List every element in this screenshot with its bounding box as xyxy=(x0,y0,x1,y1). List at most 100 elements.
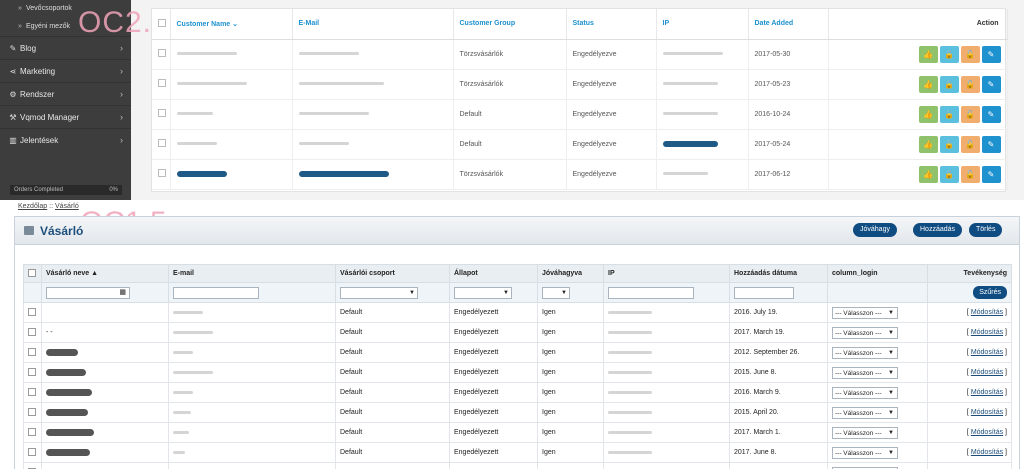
row-checkbox[interactable] xyxy=(28,327,36,336)
sidebar-subitem[interactable]: » Vevőcsoportok xyxy=(0,0,131,18)
login-store-select[interactable]: --- Válasszon ---▼ xyxy=(832,366,898,379)
edit-icon[interactable]: ✎ xyxy=(981,45,1001,63)
redacted-ip xyxy=(603,362,730,383)
approve-icon[interactable]: 👍 xyxy=(918,135,938,153)
unlock-icon[interactable]: 🔓 xyxy=(960,165,980,183)
login-store-select[interactable]: --- Válasszon ---▼ xyxy=(832,426,898,439)
row-checkbox[interactable] xyxy=(158,49,166,57)
lock-icon[interactable]: 🔒 xyxy=(939,45,959,63)
sidebar-item[interactable]: ⋖ Marketing › xyxy=(0,59,131,82)
filter-ip-input[interactable] xyxy=(608,286,694,299)
chevron-right-icon: › xyxy=(120,43,123,53)
column-header[interactable]: Customer Group xyxy=(453,9,567,40)
login-store-select[interactable]: --- Válasszon ---▼ xyxy=(832,406,898,419)
lock-icon[interactable]: 🔒 xyxy=(939,105,959,123)
row-checkbox[interactable] xyxy=(158,79,166,87)
column-header[interactable]: Status xyxy=(566,9,657,40)
date-added: 2012. September 26. xyxy=(729,342,828,363)
edit-link[interactable]: Módosítás xyxy=(970,329,1004,336)
row-checkbox[interactable] xyxy=(28,347,36,356)
add-button[interactable]: Hozzáadás xyxy=(913,223,963,237)
filter-name-input[interactable]: ▦ xyxy=(46,286,130,299)
sidebar-item[interactable]: ▥ Jelentések › xyxy=(0,128,131,151)
redacted-name xyxy=(170,159,293,190)
filter-group-select[interactable]: ▼ xyxy=(340,286,418,299)
sidebar-item[interactable]: ⚒ Vqmod Manager › xyxy=(0,105,131,128)
sidebar-item[interactable]: ⚙ Rendszer › xyxy=(0,82,131,105)
column-header[interactable]: E-Mail xyxy=(292,9,454,40)
column-header[interactable]: Date Added xyxy=(748,9,829,40)
table-row: Default Engedélyezett Igen 2015. April 20. -… xyxy=(23,402,1012,423)
row-checkbox[interactable] xyxy=(28,407,36,416)
dropdown-arrow-icon: ▼ xyxy=(888,389,894,396)
edit-link[interactable]: Módosítás xyxy=(970,389,1004,396)
approve-button[interactable]: Jóváhagy xyxy=(853,223,897,237)
sidebar-item[interactable]: ✎ Blog › xyxy=(0,36,131,59)
delete-button[interactable]: Törlés xyxy=(969,223,1003,237)
row-checkbox[interactable] xyxy=(28,387,36,396)
unlock-icon[interactable]: 🔓 xyxy=(960,75,980,93)
column-header-date[interactable]: Hozzáadás dátuma xyxy=(729,264,828,283)
login-store-select[interactable]: --- Válasszon ---▼ xyxy=(832,346,898,359)
column-header-group[interactable]: Vásárlói csoport xyxy=(335,264,450,283)
filter-email-input[interactable] xyxy=(173,286,259,299)
edit-link[interactable]: Módosítás xyxy=(970,369,1004,376)
row-checkbox[interactable] xyxy=(28,447,36,456)
unlock-icon[interactable]: 🔓 xyxy=(960,45,980,63)
select-all-checkbox[interactable] xyxy=(158,18,166,27)
column-header-name[interactable]: Vásárló neve ▲ xyxy=(41,264,169,283)
lock-icon[interactable]: 🔒 xyxy=(939,165,959,183)
lock-icon[interactable]: 🔒 xyxy=(939,75,959,93)
edit-icon[interactable]: ✎ xyxy=(981,75,1001,93)
column-header-approved[interactable]: Jóváhagyva xyxy=(537,264,604,283)
breadcrumb-current[interactable]: Vásárló xyxy=(55,203,79,210)
approved: Igen xyxy=(537,442,604,463)
edit-link[interactable]: Módosítás xyxy=(970,449,1004,456)
row-checkbox[interactable] xyxy=(158,139,166,147)
login-store-select[interactable]: --- Válasszon ---▼ xyxy=(832,326,898,339)
edit-icon[interactable]: ✎ xyxy=(981,105,1001,123)
column-header[interactable]: IP xyxy=(656,9,749,40)
edit-icon[interactable]: ✎ xyxy=(981,165,1001,183)
row-checkbox[interactable] xyxy=(28,367,36,376)
column-header-email[interactable]: E-mail xyxy=(168,264,336,283)
approve-icon[interactable]: 👍 xyxy=(918,75,938,93)
edit-link[interactable]: Módosítás xyxy=(970,349,1004,356)
login-store-select[interactable]: --- Válasszon ---▼ xyxy=(832,466,898,469)
login-store-select[interactable]: --- Válasszon ---▼ xyxy=(832,306,898,319)
edit-link[interactable]: Módosítás xyxy=(970,309,1004,316)
approve-icon[interactable]: 👍 xyxy=(918,45,938,63)
edit-link[interactable]: Módosítás xyxy=(970,409,1004,416)
login-store-select[interactable]: --- Válasszon ---▼ xyxy=(832,386,898,399)
customer-group: Default xyxy=(335,302,450,323)
filter-approved-select[interactable]: ▼ xyxy=(542,286,570,299)
column-header-ip[interactable]: IP xyxy=(603,264,730,283)
column-header-status[interactable]: Állapot xyxy=(449,264,538,283)
select-all-checkbox[interactable] xyxy=(28,268,36,277)
lock-icon[interactable]: 🔒 xyxy=(939,135,959,153)
approve-icon[interactable]: 👍 xyxy=(918,105,938,123)
action-cell: 👍 🔒 🔓 ✎ xyxy=(828,159,1008,190)
edit-icon[interactable]: ✎ xyxy=(981,135,1001,153)
column-header[interactable]: Customer Name ⌄ xyxy=(170,9,293,40)
approved: Igen xyxy=(537,382,604,403)
sidebar-item-label: Vqmod Manager xyxy=(20,113,80,122)
row-checkbox[interactable] xyxy=(158,109,166,117)
filter-date-input[interactable] xyxy=(734,286,794,299)
unlock-icon[interactable]: 🔓 xyxy=(960,135,980,153)
sidebar-subitem[interactable]: » Egyéni mezők xyxy=(0,18,131,36)
edit-link[interactable]: Módosítás xyxy=(970,429,1004,436)
filter-status-select[interactable]: ▼ xyxy=(454,286,512,299)
approve-icon[interactable]: 👍 xyxy=(918,165,938,183)
filter-button[interactable]: Szűrés xyxy=(973,286,1007,299)
sidebar-item-label: Marketing xyxy=(20,67,56,76)
row-checkbox[interactable] xyxy=(158,169,166,177)
row-checkbox[interactable] xyxy=(28,307,36,316)
progress-percent: 0% xyxy=(109,187,118,193)
redacted-email xyxy=(168,442,336,463)
row-checkbox[interactable] xyxy=(28,427,36,436)
login-store-select[interactable]: --- Válasszon ---▼ xyxy=(832,446,898,459)
breadcrumb-home[interactable]: Kezdőlap xyxy=(18,203,48,210)
unlock-icon[interactable]: 🔓 xyxy=(960,105,980,123)
row-checkbox[interactable] xyxy=(28,467,36,469)
